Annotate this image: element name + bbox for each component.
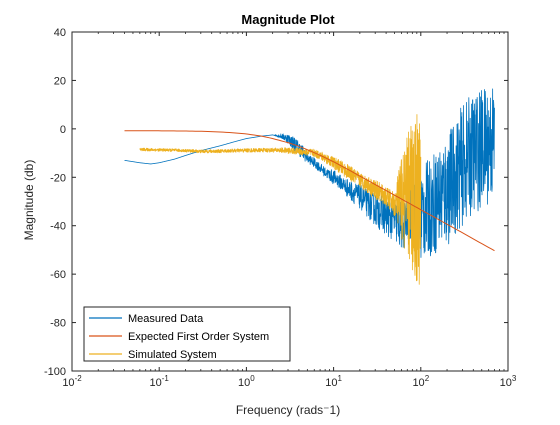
x-tick-label: 101 <box>325 374 342 389</box>
x-tick-label-base: 10 <box>412 377 424 389</box>
x-tick-label: 10-1 <box>150 374 170 389</box>
x-tick-label-base: 10 <box>500 377 512 389</box>
x-tick-label-exponent: 2 <box>425 374 430 383</box>
series-line-0 <box>124 88 495 258</box>
y-tick-label: 40 <box>54 27 66 39</box>
x-tick-label-base: 10 <box>238 377 250 389</box>
x-tick-label: 102 <box>412 374 429 389</box>
x-tick-label-base: 10 <box>62 377 74 389</box>
y-tick-label: -20 <box>50 172 66 184</box>
legend-box <box>83 306 291 362</box>
x-tick-label: 10-2 <box>62 374 82 389</box>
y-tick-label: -60 <box>50 269 66 281</box>
legend: Measured Data Expected First Order System… <box>83 306 291 362</box>
series-line-2 <box>139 114 422 285</box>
y-tick-label: -100 <box>44 366 66 378</box>
y-tick-label: -80 <box>50 318 66 330</box>
legend-label-2: Simulated System <box>128 349 217 361</box>
x-tick-label-base: 10 <box>150 377 162 389</box>
legend-label-1: Expected First Order System <box>128 331 269 343</box>
x-tick-label-base: 10 <box>325 377 337 389</box>
x-axis-label: Frequency (rads⁻1) <box>236 403 340 417</box>
x-tick-label: 100 <box>238 374 255 389</box>
x-tick-label-exponent: 0 <box>250 374 255 383</box>
series-line-1 <box>124 130 495 252</box>
x-tick-label-exponent: -2 <box>75 374 83 383</box>
x-tick-label-exponent: 3 <box>512 374 517 383</box>
series-layer <box>124 88 495 285</box>
y-tick-label: 0 <box>60 124 66 136</box>
y-tick-label: 20 <box>54 75 66 87</box>
legend-label-0: Measured Data <box>128 313 204 325</box>
y-axis-label: Magnitude (db) <box>22 160 36 241</box>
x-tick-label-exponent: -1 <box>162 374 170 383</box>
y-tick-label: -40 <box>50 221 66 233</box>
chart-title: Magnitude Plot <box>241 12 335 27</box>
x-tick-label: 103 <box>500 374 517 389</box>
x-tick-label-exponent: 1 <box>337 374 342 383</box>
plot-area-frame <box>71 31 509 372</box>
